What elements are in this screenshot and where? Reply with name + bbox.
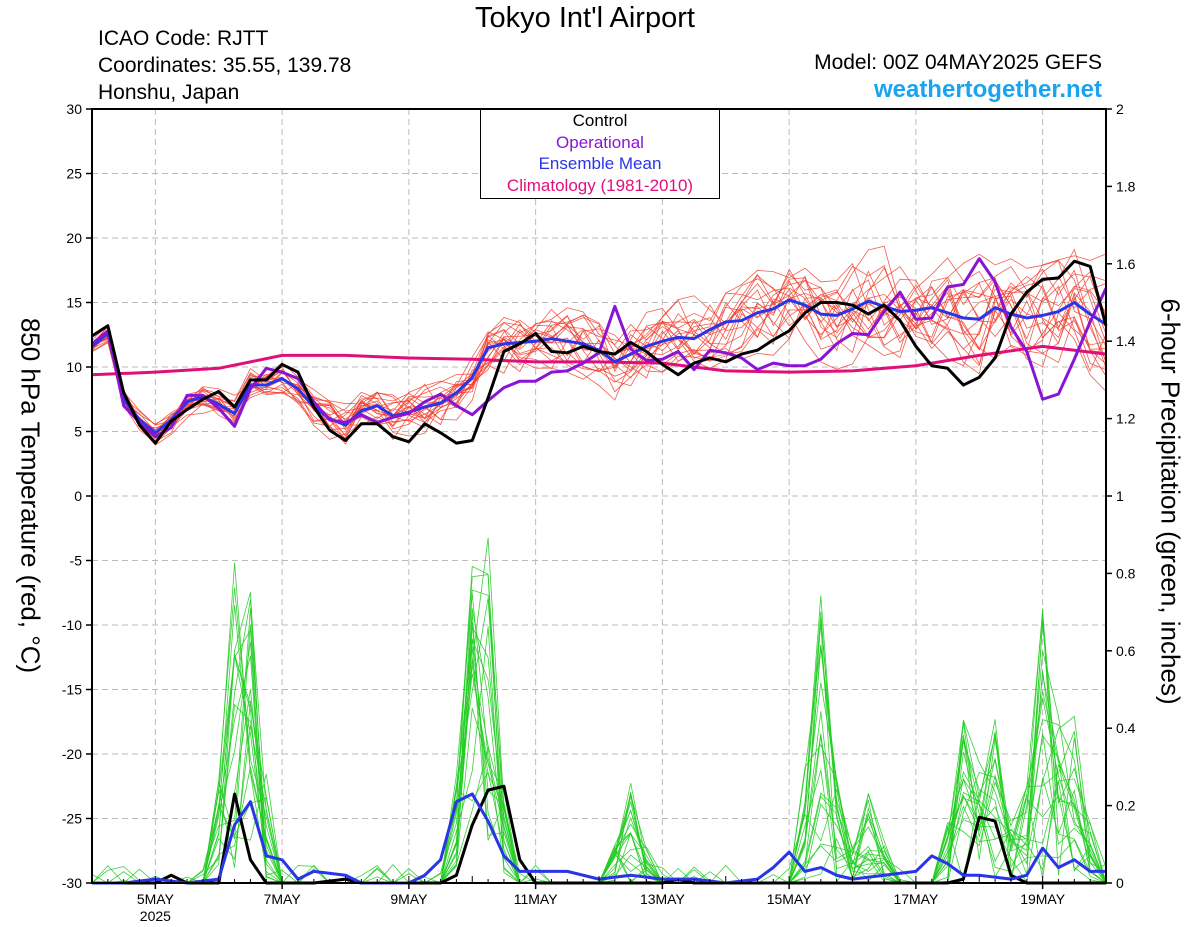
y-left-tick-label: 25 xyxy=(66,166,82,182)
precip-member-line xyxy=(92,626,1107,884)
x-tick-sublabel: 2025 xyxy=(140,908,171,924)
precip-member-line xyxy=(92,608,1107,884)
precip-member-line xyxy=(92,618,1107,884)
y-left-tick-label: 0 xyxy=(74,488,82,504)
icao-code: ICAO Code: RJTT xyxy=(98,27,269,50)
x-tick-label: 13MAY xyxy=(640,891,686,907)
precip-member-line xyxy=(92,625,1107,884)
chart-axes: 302520151050-5-10-15-20-25-3021.81.61.41… xyxy=(62,101,1136,924)
region: Honshu, Japan xyxy=(98,81,240,104)
temperature-member-line xyxy=(91,268,1107,438)
precip-line-control xyxy=(92,784,1106,885)
temperature-member-line xyxy=(91,273,1107,437)
model-run: Model: 00Z 04MAY2025 GEFS xyxy=(814,51,1102,74)
temperature-line-climatology xyxy=(91,344,1107,377)
chart-legend: Control Operational Ensemble Mean Climat… xyxy=(480,109,720,199)
temperature-member-line xyxy=(91,248,1107,446)
legend-entry-control: Control xyxy=(572,111,628,130)
y-left-tick-label: -25 xyxy=(62,811,82,827)
y-right-tick-label: 2 xyxy=(1116,101,1124,117)
legend-entry-climatology: Climatology (1981-2010) xyxy=(506,175,694,195)
precip-member-line xyxy=(92,608,1107,884)
y-left-tick-label: -30 xyxy=(62,875,82,891)
site-link[interactable]: weathertogether.net xyxy=(873,76,1102,103)
y-right-tick-label: 0.4 xyxy=(1116,720,1136,736)
precip-member-line xyxy=(92,605,1107,884)
y-left-tick-label: 20 xyxy=(66,230,82,246)
y-axis-right-label: 6-hour Precipitation (green, inches) xyxy=(1155,298,1186,705)
y-left-tick-label: 10 xyxy=(66,359,82,375)
temperature-line-mean xyxy=(91,298,1107,435)
y-left-tick-label: -5 xyxy=(70,553,83,569)
precip-member-line xyxy=(92,622,1107,884)
temperature-member-line xyxy=(91,253,1107,441)
y-left-tick-label: -15 xyxy=(62,682,82,698)
y-left-tick-label: 15 xyxy=(66,295,82,311)
temperature-member-line xyxy=(91,245,1107,442)
legend-entry-ensemble-mean: Ensemble Mean xyxy=(538,154,662,173)
y-right-tick-label: 1.6 xyxy=(1116,256,1136,272)
x-tick-label: 19MAY xyxy=(1020,891,1066,907)
y-right-tick-label: 1.8 xyxy=(1116,178,1136,194)
x-tick-label: 15MAY xyxy=(767,891,813,907)
y-right-tick-label: 0.2 xyxy=(1116,798,1136,814)
y-right-tick-label: 1.2 xyxy=(1116,411,1136,427)
temperature-member-lines xyxy=(91,245,1107,446)
y-axis-left-label: 850 hPa Temperature (red, °C) xyxy=(15,317,46,674)
y-right-tick-label: 0.8 xyxy=(1116,565,1136,581)
y-right-tick-label: 0 xyxy=(1116,875,1124,891)
temperature-member-line xyxy=(91,273,1107,440)
y-right-tick-label: 1 xyxy=(1116,488,1124,504)
temperature-line-control xyxy=(91,259,1108,445)
precip-member-line xyxy=(91,638,1107,884)
y-left-tick-label: -10 xyxy=(62,617,82,633)
x-tick-label: 7MAY xyxy=(264,891,302,907)
y-right-tick-label: 1.4 xyxy=(1116,333,1136,349)
legend-entry-operational: Operational xyxy=(556,132,644,152)
x-tick-label: 9MAY xyxy=(390,891,428,907)
y-left-tick-label: -20 xyxy=(62,746,82,762)
temperature-line-operational xyxy=(91,257,1108,439)
y-left-tick-label: 30 xyxy=(66,101,82,117)
precip-member-line xyxy=(92,618,1107,884)
y-right-tick-label: 0.6 xyxy=(1116,643,1136,659)
coordinates: Coordinates: 35.55, 139.78 xyxy=(98,54,352,77)
precip-member-line xyxy=(92,612,1107,884)
x-tick-label: 5MAY xyxy=(137,891,175,907)
precip-line-mean xyxy=(92,792,1106,885)
y-left-tick-label: 5 xyxy=(74,424,82,440)
page-title: Tokyo Int'l Airport xyxy=(475,2,695,34)
main-series-lines xyxy=(91,257,1108,885)
x-tick-label: 17MAY xyxy=(893,891,939,907)
x-tick-label: 11MAY xyxy=(514,891,558,907)
